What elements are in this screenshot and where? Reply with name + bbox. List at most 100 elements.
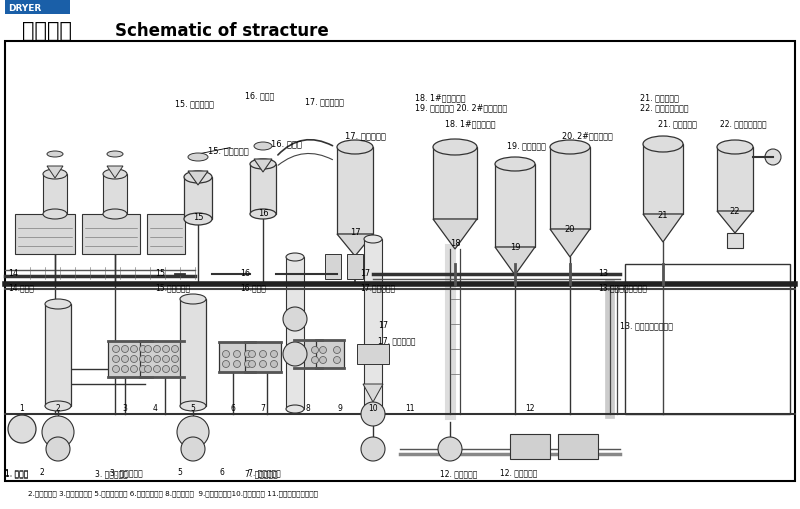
- Circle shape: [139, 346, 146, 353]
- Bar: [250, 165, 276, 215]
- Bar: [625, 265, 790, 414]
- Text: 1. 废水罐: 1. 废水罐: [5, 468, 28, 477]
- Bar: [643, 145, 683, 215]
- Text: 2: 2: [56, 403, 60, 412]
- Ellipse shape: [184, 214, 212, 225]
- Bar: [558, 434, 598, 459]
- Polygon shape: [363, 384, 383, 402]
- Ellipse shape: [47, 152, 63, 158]
- Bar: [108, 342, 152, 377]
- Polygon shape: [47, 166, 63, 179]
- Ellipse shape: [180, 294, 206, 304]
- Circle shape: [361, 402, 385, 426]
- Bar: [347, 254, 363, 279]
- Text: 18. 1#闪蒸结晶器: 18. 1#闪蒸结晶器: [415, 93, 466, 102]
- Text: 19. 冷却结晶器 20. 2#闪蒸结晶器: 19. 冷却结晶器 20. 2#闪蒸结晶器: [415, 103, 507, 112]
- Circle shape: [334, 357, 341, 364]
- Text: 12. 闪蒸结晶泵: 12. 闪蒸结晶泵: [500, 467, 538, 476]
- Text: DRYER: DRYER: [8, 4, 42, 13]
- Text: 2: 2: [40, 467, 44, 476]
- Circle shape: [122, 356, 129, 363]
- Text: 11: 11: [406, 403, 414, 412]
- Circle shape: [139, 366, 146, 373]
- Text: 13.闪蒸结晶循环料管: 13.闪蒸结晶循环料管: [598, 282, 647, 292]
- Text: 3: 3: [122, 403, 127, 412]
- Bar: [495, 165, 535, 247]
- Text: 18. 1#闪蒸结晶器: 18. 1#闪蒸结晶器: [445, 119, 495, 128]
- Bar: [147, 215, 185, 254]
- Bar: [184, 178, 212, 219]
- Bar: [316, 341, 344, 369]
- Text: 16.预热器: 16.预热器: [240, 282, 266, 292]
- Text: 16: 16: [258, 209, 268, 217]
- Text: 7: 7: [261, 403, 266, 412]
- Text: 21. 汽水分离器: 21. 汽水分离器: [658, 119, 697, 128]
- Text: 17: 17: [378, 320, 388, 329]
- Bar: [103, 175, 127, 215]
- Circle shape: [249, 351, 255, 358]
- Text: 16. 预热器: 16. 预热器: [271, 139, 302, 148]
- Circle shape: [234, 351, 241, 358]
- Text: 17. 一效蒸发室: 17. 一效蒸发室: [345, 131, 386, 140]
- Circle shape: [245, 351, 251, 358]
- Polygon shape: [337, 235, 373, 257]
- Ellipse shape: [180, 401, 206, 411]
- Circle shape: [145, 366, 151, 373]
- Bar: [294, 341, 322, 369]
- Ellipse shape: [337, 140, 373, 155]
- Circle shape: [259, 361, 266, 368]
- Circle shape: [162, 366, 170, 373]
- Text: Schematic of stracture: Schematic of stracture: [115, 22, 329, 40]
- Circle shape: [154, 346, 161, 353]
- Circle shape: [270, 361, 278, 368]
- Ellipse shape: [188, 154, 208, 162]
- Polygon shape: [643, 215, 683, 242]
- Circle shape: [361, 437, 385, 461]
- Text: 17: 17: [350, 228, 360, 237]
- Circle shape: [113, 366, 119, 373]
- Ellipse shape: [254, 143, 272, 151]
- Circle shape: [130, 356, 138, 363]
- Ellipse shape: [286, 253, 304, 262]
- FancyArrowPatch shape: [278, 140, 333, 156]
- Bar: [5, 42, 795, 481]
- Bar: [357, 344, 389, 364]
- Ellipse shape: [103, 169, 127, 180]
- Bar: [325, 254, 341, 279]
- Circle shape: [249, 361, 255, 368]
- Ellipse shape: [43, 169, 67, 180]
- Circle shape: [171, 366, 178, 373]
- Ellipse shape: [107, 152, 123, 158]
- Bar: [550, 148, 590, 230]
- Circle shape: [234, 361, 241, 368]
- Circle shape: [177, 416, 209, 448]
- Circle shape: [113, 346, 119, 353]
- Text: 22. 真空喷射冷凝器: 22. 真空喷射冷凝器: [720, 119, 766, 128]
- Circle shape: [154, 366, 161, 373]
- Text: 6: 6: [219, 467, 225, 476]
- Text: 15.回收蒸汽罐: 15.回收蒸汽罐: [155, 282, 190, 292]
- Text: 12: 12: [526, 403, 534, 412]
- Ellipse shape: [103, 210, 127, 219]
- Ellipse shape: [364, 236, 382, 243]
- Text: 22. 真空喷射冷凝器: 22. 真空喷射冷凝器: [640, 103, 689, 112]
- Bar: [727, 234, 743, 248]
- Ellipse shape: [250, 160, 276, 169]
- Text: 21: 21: [658, 211, 668, 219]
- Circle shape: [8, 415, 36, 443]
- Ellipse shape: [45, 299, 71, 309]
- Ellipse shape: [433, 140, 477, 156]
- Circle shape: [270, 351, 278, 358]
- Text: 17.一效蒸发室: 17.一效蒸发室: [360, 282, 395, 292]
- Polygon shape: [433, 219, 477, 249]
- Text: 22: 22: [730, 207, 740, 216]
- Text: 1. 废水罐: 1. 废水罐: [5, 467, 28, 476]
- Circle shape: [283, 343, 307, 366]
- Bar: [15, 215, 75, 254]
- Circle shape: [171, 356, 178, 363]
- Ellipse shape: [364, 405, 382, 413]
- Text: 21. 汽水分离器: 21. 汽水分离器: [640, 93, 679, 102]
- Circle shape: [311, 347, 318, 354]
- Bar: [337, 148, 373, 235]
- Bar: [5, 1, 70, 15]
